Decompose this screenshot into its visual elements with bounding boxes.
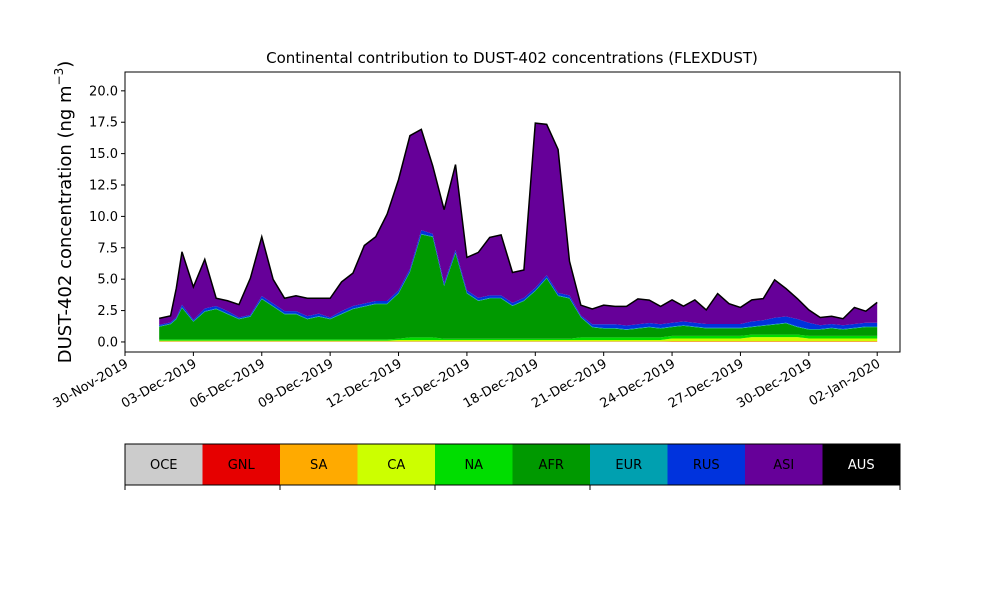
y-axis-label: DUST-402 concentration (ng m−3) xyxy=(52,61,76,364)
y-axis-label-text: DUST-402 concentration (ng m xyxy=(55,85,76,363)
legend-label-ca: CA xyxy=(387,458,405,473)
legend-border xyxy=(124,443,901,486)
area-afr xyxy=(159,234,878,340)
legend-label-afr: AFR xyxy=(539,458,564,473)
x-tick-label: 18-Dec-2019 xyxy=(461,356,541,411)
x-tick-label: 30-Nov-2019 xyxy=(51,356,131,411)
legend-swatch-na xyxy=(435,444,513,485)
stacked-areas xyxy=(159,122,878,342)
y-tick-label: 7.5 xyxy=(97,241,118,256)
plot-frame xyxy=(124,71,901,353)
legend-label-sa: SA xyxy=(310,458,327,473)
legend-swatch-oce xyxy=(125,444,203,485)
x-tick-label: 21-Dec-2019 xyxy=(529,356,609,411)
legend-swatch-eur xyxy=(590,444,668,485)
area-na xyxy=(159,334,878,341)
legend-label-na: NA xyxy=(464,458,483,473)
legend-swatch-rus xyxy=(667,444,745,485)
x-tick-label: 06-Dec-2019 xyxy=(187,356,267,411)
legend-swatch-aus xyxy=(822,444,900,485)
legend-swatch-gnl xyxy=(202,444,280,485)
legend-label-asi: ASI xyxy=(773,458,794,473)
legend-label-eur: EUR xyxy=(615,458,642,473)
y-tick-label: 5.0 xyxy=(97,273,118,288)
y-axis: 0.0 2.5 5.0 7.5 10.0 12.5 15.0 17.5 20.0 xyxy=(89,84,125,350)
y-tick-label: 15.0 xyxy=(89,147,118,162)
legend-label-gnl: GNL xyxy=(228,458,256,473)
y-tick-label: 12.5 xyxy=(89,179,118,194)
legend-label-aus: AUS xyxy=(848,458,875,473)
legend-label-oce: OCE xyxy=(150,458,178,473)
y-axis-label-close: ) xyxy=(55,61,76,68)
area-asi xyxy=(159,123,878,326)
legend-swatch-sa xyxy=(280,444,358,485)
y-tick-label: 2.5 xyxy=(97,304,118,319)
x-tick-label: 15-Dec-2019 xyxy=(393,356,473,411)
legend-swatch-ca xyxy=(357,444,435,485)
y-tick-label: 0.0 xyxy=(97,335,118,350)
x-tick-label: 30-Dec-2019 xyxy=(734,356,814,411)
x-tick-label: 12-Dec-2019 xyxy=(324,356,404,411)
x-tick-label: 27-Dec-2019 xyxy=(666,356,746,411)
y-tick-label: 10.0 xyxy=(89,210,118,225)
chart-title: Continental contribution to DUST-402 con… xyxy=(266,49,758,67)
area-sa xyxy=(159,340,878,342)
plot-border xyxy=(124,71,901,353)
legend-swatch-asi xyxy=(745,444,823,485)
x-tick-label: 24-Dec-2019 xyxy=(598,356,678,411)
legend: OCE GNL SA CA NA AFR EUR RUS ASI AUS xyxy=(124,443,901,490)
legend-swatch-afr xyxy=(512,444,590,485)
x-tick-label: 03-Dec-2019 xyxy=(119,356,199,411)
area-ca xyxy=(159,337,878,342)
y-axis-label-exponent: −3 xyxy=(52,68,66,86)
x-axis: 30-Nov-201903-Dec-201906-Dec-201909-Dec-… xyxy=(51,352,883,412)
total-line xyxy=(159,122,878,320)
legend-label-rus: RUS xyxy=(693,458,720,473)
y-tick-label: 20.0 xyxy=(89,84,118,99)
x-tick-label: 02-Jan-2020 xyxy=(807,356,884,409)
y-tick-label: 17.5 xyxy=(89,116,118,131)
x-tick-label: 09-Dec-2019 xyxy=(256,356,336,411)
